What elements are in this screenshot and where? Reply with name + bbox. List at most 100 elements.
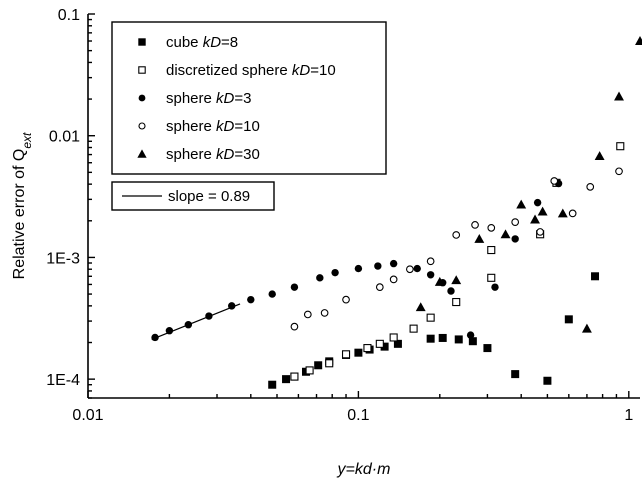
data-point — [380, 342, 389, 351]
data-point — [290, 372, 299, 381]
label-part: Relative error of Q — [11, 149, 28, 280]
data-point — [614, 91, 624, 101]
data-point — [466, 331, 475, 339]
data-point — [389, 333, 398, 342]
data-point — [426, 313, 435, 322]
data-point — [434, 276, 445, 286]
data-point — [165, 327, 174, 335]
x-tick-label: 0.1 — [347, 407, 369, 424]
data-point — [151, 333, 159, 342]
y-tick-label: 0.1 — [58, 7, 80, 24]
data-point — [374, 262, 382, 270]
data-point — [500, 229, 511, 239]
data-point — [454, 335, 463, 344]
label-part: · — [372, 461, 377, 478]
data-point — [314, 361, 323, 370]
y-axis-label: Relative error of Qext — [11, 132, 34, 279]
data-point — [393, 339, 402, 348]
data-point — [471, 221, 479, 229]
legend-text-part: kD — [292, 62, 311, 79]
data-point — [468, 337, 477, 346]
data-point — [406, 265, 414, 274]
data-point — [375, 339, 384, 348]
legend-text-part: kD — [216, 90, 235, 107]
data-point — [452, 297, 461, 307]
data-point — [363, 344, 372, 353]
data-point — [426, 257, 435, 266]
legend: cube kD=8 discretized sphere kD=10 sphere … — [111, 21, 387, 175]
data-point — [282, 375, 291, 384]
series-2 — [290, 142, 625, 381]
legend-entry: sphere kD=30 — [166, 146, 260, 163]
data-point — [591, 272, 600, 281]
label-part: y — [337, 461, 347, 478]
label-part: m — [377, 461, 390, 478]
data-point — [533, 198, 542, 207]
data-point — [228, 302, 236, 310]
legend-entry: discretized sphere kD=10 — [166, 62, 336, 79]
legend-symbol — [138, 94, 146, 102]
data-point — [426, 271, 435, 279]
x-tick-label: 1 — [624, 407, 633, 424]
legend-text-part: =3 — [234, 90, 251, 107]
label-part: = — [346, 461, 355, 478]
data-point — [511, 218, 520, 226]
data-point — [341, 350, 351, 359]
data-point — [389, 275, 398, 284]
data-point — [536, 228, 544, 236]
fit-legend: slope = 0.89 — [111, 181, 275, 211]
legend-text-part: kD — [203, 34, 222, 51]
data-point — [594, 151, 605, 161]
data-point — [409, 324, 418, 333]
data-point — [354, 264, 363, 273]
legend-text-part: sphere — [166, 90, 216, 107]
data-point — [511, 370, 520, 379]
legend-entry: sphere kD=10 — [166, 118, 260, 135]
data-point — [320, 309, 329, 317]
series-5 — [415, 36, 642, 333]
legend-entry: cube kD=8 — [166, 34, 238, 51]
legend-symbol — [138, 66, 146, 74]
data-point — [564, 315, 573, 324]
data-point — [483, 344, 492, 353]
data-point — [354, 348, 363, 357]
data-point — [331, 268, 339, 277]
data-point — [325, 359, 334, 368]
y-tick-label: 1E-4 — [46, 372, 80, 389]
series-1 — [268, 272, 600, 389]
fit-legend-label: slope = 0.89 — [168, 188, 250, 205]
data-point — [268, 380, 277, 389]
data-point — [487, 245, 496, 255]
data-point — [491, 283, 499, 291]
slope-fit-line — [151, 303, 241, 341]
data-point — [415, 302, 426, 312]
data-point — [413, 264, 421, 273]
data-point — [543, 376, 552, 385]
data-marks — [151, 36, 642, 389]
data-point — [452, 231, 461, 239]
data-point — [389, 259, 398, 268]
data-point — [530, 214, 540, 224]
legend-symbol — [137, 149, 147, 158]
label-subscript: ext — [20, 132, 34, 149]
data-point — [290, 283, 299, 291]
tick-labels: 0.01 0.1 1 1E-4 1E-3 0.01 0.1 — [46, 7, 633, 424]
data-point — [557, 208, 568, 218]
data-point — [303, 310, 312, 319]
legend-box — [111, 21, 387, 175]
data-point — [184, 321, 193, 329]
data-point — [247, 295, 255, 304]
data-point — [487, 223, 496, 232]
data-point — [615, 167, 623, 176]
x-tick-label: 0.01 — [72, 407, 103, 424]
data-point — [568, 209, 577, 218]
data-point — [635, 36, 642, 45]
data-point — [537, 206, 548, 216]
data-point — [426, 334, 435, 343]
y-tick-label: 0.01 — [49, 129, 80, 146]
legend-text-part: kD — [216, 118, 235, 135]
data-point — [616, 142, 625, 151]
series-4 — [290, 167, 623, 331]
legend-entry: sphere kD=3 — [166, 90, 252, 107]
